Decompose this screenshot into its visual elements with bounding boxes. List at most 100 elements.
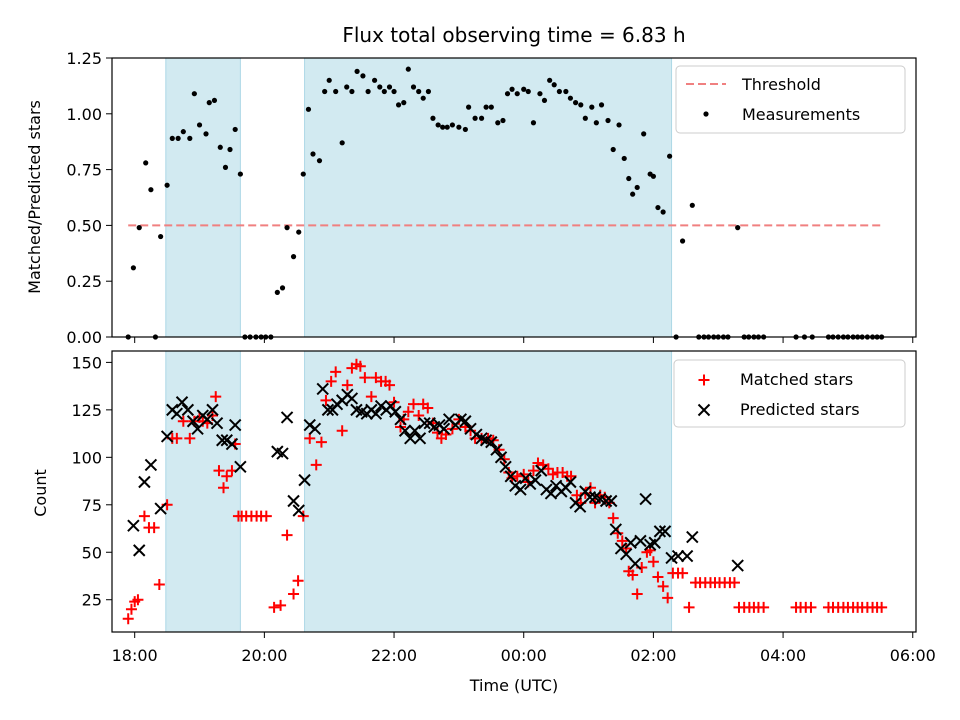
predicted-point xyxy=(624,536,637,549)
predicted-point xyxy=(564,475,577,489)
matched-point xyxy=(320,394,332,406)
predicted-point xyxy=(583,490,597,504)
measurement-point xyxy=(655,204,661,211)
matched-point xyxy=(148,522,160,534)
predicted-point xyxy=(609,523,623,536)
shaded-span-2 xyxy=(304,350,673,633)
measurement-point xyxy=(305,106,312,112)
matched-point xyxy=(268,601,280,613)
matched-point xyxy=(758,601,770,613)
shaded-span-1 xyxy=(165,350,241,633)
predicted-point xyxy=(191,422,204,436)
measurement-point xyxy=(660,209,666,215)
legend-measurements-swatch xyxy=(703,111,709,117)
measurement-point xyxy=(679,238,686,244)
matched-point xyxy=(213,465,225,477)
legend-matched-swatch xyxy=(698,374,710,386)
predicted-point xyxy=(170,407,184,420)
measurement-point xyxy=(203,131,209,137)
measurement-point xyxy=(405,66,411,72)
measurement-point xyxy=(630,191,636,197)
matched-point xyxy=(288,588,300,600)
counts-shaded-spans xyxy=(165,350,673,633)
predicted-point xyxy=(413,432,427,445)
predicted-point xyxy=(298,473,311,487)
predicted-point xyxy=(308,422,322,436)
predicted-point xyxy=(408,424,422,437)
matched-point xyxy=(662,592,674,604)
matched-point xyxy=(511,470,523,482)
measurement-point xyxy=(386,84,393,90)
measurement-point xyxy=(211,97,218,104)
predicted-point xyxy=(490,443,503,456)
matched-point xyxy=(728,577,740,589)
predicted-point xyxy=(394,413,407,426)
x-tick-label: 02:00 xyxy=(630,646,676,665)
predicted-point xyxy=(653,525,667,538)
measurement-point xyxy=(556,88,562,95)
x-tick-label: 20:00 xyxy=(241,646,287,665)
x-tick-label: 22:00 xyxy=(371,646,417,665)
measurement-point xyxy=(420,95,426,101)
matched-point xyxy=(542,463,554,475)
predicted-point xyxy=(639,492,652,506)
measurement-point xyxy=(610,146,616,153)
matched-point xyxy=(315,436,327,448)
measurement-point xyxy=(435,122,441,128)
matched-point xyxy=(330,366,342,378)
measurement-point xyxy=(158,233,164,240)
predicted-point xyxy=(138,475,151,489)
measurement-point xyxy=(354,68,360,74)
measurement-point xyxy=(689,202,695,208)
measurement-point xyxy=(180,129,186,135)
ratio-legend-box xyxy=(675,65,906,134)
matched-point xyxy=(171,432,183,444)
measurement-point xyxy=(616,122,622,128)
matched-point xyxy=(805,601,817,613)
measurement-point xyxy=(175,135,181,141)
measurement-point xyxy=(339,140,345,146)
measurement-point xyxy=(593,120,599,126)
measurement-point xyxy=(196,122,203,128)
measurement-point xyxy=(206,100,212,106)
measurement-point xyxy=(326,77,332,83)
measurement-point xyxy=(462,126,468,133)
measurement-point xyxy=(621,155,627,162)
predicted-point xyxy=(280,411,294,424)
matched-point xyxy=(365,391,377,403)
predicted-point xyxy=(228,418,242,432)
measurement-point xyxy=(401,100,407,106)
matched-point xyxy=(647,556,659,568)
measurement-point xyxy=(136,225,142,231)
predicted-point xyxy=(629,557,642,570)
measurement-point xyxy=(237,171,243,177)
predicted-point xyxy=(731,559,744,572)
measurement-point xyxy=(360,73,366,79)
matched-point xyxy=(408,398,419,410)
measurement-point xyxy=(444,124,450,130)
legend-plus-mark xyxy=(698,374,710,386)
matched-point xyxy=(657,580,669,592)
measurement-point xyxy=(509,86,515,92)
predicted-point xyxy=(181,403,195,417)
predicted-point xyxy=(127,519,140,532)
measurement-point xyxy=(416,88,422,95)
ratio-panel: 0.00 0.25 0.50 0.75 1.00 1.25 Matched/Predict… xyxy=(25,49,917,347)
predicted-point xyxy=(514,483,527,496)
matched-point xyxy=(612,527,624,539)
predicted-point xyxy=(634,534,647,548)
measurement-point xyxy=(227,146,233,153)
predicted-point xyxy=(418,416,431,430)
matched-point xyxy=(336,425,348,437)
matched-point xyxy=(325,375,337,387)
measurement-point xyxy=(322,88,328,95)
matched-point xyxy=(518,468,530,480)
matched-point xyxy=(627,569,639,581)
matched-point xyxy=(304,432,316,444)
measurement-point xyxy=(488,104,494,110)
legend-threshold-label: Threshold xyxy=(741,75,821,94)
counts-panel: 25 50 75 100 125 150 18:00 20:00 22:00 00:00 02:0… xyxy=(31,350,936,695)
matched-point xyxy=(138,510,150,522)
measurement-point xyxy=(169,135,175,141)
measurement-point xyxy=(735,225,741,231)
